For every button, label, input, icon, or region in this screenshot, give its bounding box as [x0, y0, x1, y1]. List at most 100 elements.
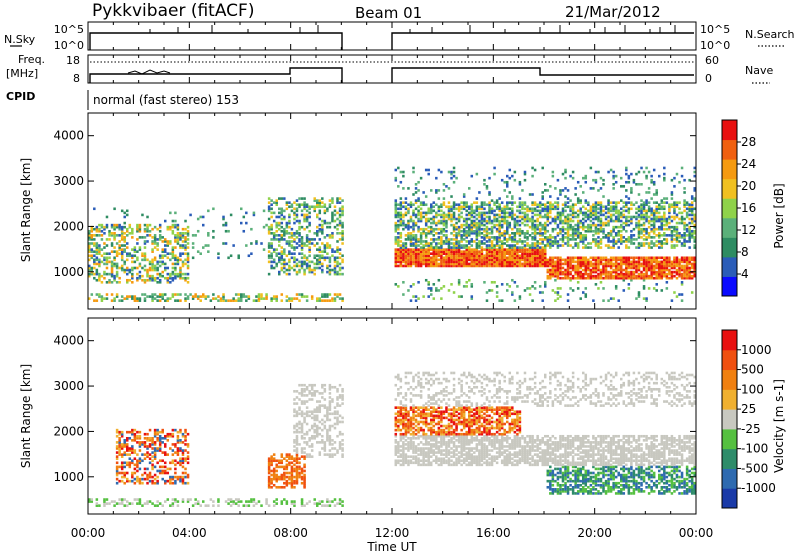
- heatmap-cell: [498, 250, 501, 253]
- heatmap-cell: [609, 207, 613, 211]
- heatmap-cell: [645, 209, 648, 213]
- heatmap-cell: [462, 234, 466, 237]
- heatmap-cell: [625, 203, 628, 207]
- heatmap-cell: [143, 467, 147, 471]
- heatmap-cell: [531, 238, 534, 241]
- heatmap-cell: [138, 246, 142, 249]
- heatmap-cell: [652, 211, 656, 215]
- heatmap-cell: [508, 285, 512, 288]
- heatmap-cell: [627, 266, 631, 270]
- heatmap-cell: [131, 428, 134, 432]
- heatmap-cell: [118, 502, 121, 505]
- heatmap-cell: [592, 211, 595, 215]
- heatmap-cell: [278, 272, 281, 276]
- heatmap-cell: [440, 262, 443, 266]
- heatmap-cell: [397, 219, 400, 223]
- heatmap-cell: [483, 227, 486, 231]
- heatmap-cell: [584, 264, 588, 268]
- heatmap-cell: [660, 199, 664, 202]
- heatmap-cell: [538, 209, 542, 213]
- heatmap-cell: [480, 219, 484, 223]
- heatmap-cell: [693, 256, 696, 260]
- heatmap-cell: [158, 434, 162, 438]
- heatmap-cell: [138, 229, 142, 233]
- heatmap-cell: [290, 205, 294, 209]
- heatmap-cell: [511, 254, 514, 258]
- heatmap-cell: [462, 201, 466, 204]
- heatmap-cell: [452, 250, 456, 253]
- heatmap-cell: [478, 231, 481, 235]
- heatmap-cell: [566, 276, 570, 280]
- y-tick-label: 1000: [53, 265, 84, 279]
- heatmap-cell: [113, 227, 116, 231]
- heatmap-cell: [151, 465, 154, 469]
- heatmap-cell: [138, 479, 142, 483]
- heatmap-cell: [658, 264, 661, 268]
- heatmap-cell: [592, 268, 595, 272]
- heatmap-cell: [688, 234, 691, 237]
- heatmap-cell: [143, 258, 147, 262]
- heatmap-cell: [267, 250, 271, 253]
- heatmap-cell: [614, 268, 618, 272]
- heatmap-cell: [131, 449, 134, 452]
- heatmap-cell: [184, 240, 187, 243]
- heatmap-cell: [293, 260, 296, 264]
- heatmap-cell: [571, 289, 575, 292]
- heatmap-cell: [488, 231, 491, 235]
- heatmap-cell: [283, 209, 286, 213]
- heatmap-cell: [488, 211, 491, 215]
- heatmap-cell: [518, 295, 522, 298]
- heatmap-cell: [293, 201, 296, 204]
- heatmap-cell: [186, 264, 190, 268]
- heatmap-cell: [280, 268, 284, 272]
- heatmap-cell: [219, 297, 223, 300]
- heatmap-cell: [298, 227, 301, 231]
- heatmap-cell: [288, 221, 291, 225]
- heatmap-cell: [308, 246, 311, 249]
- heatmap-cell: [156, 238, 159, 241]
- heatmap-cell: [267, 254, 271, 258]
- heatmap-cell: [660, 260, 664, 264]
- heatmap-cell: [321, 223, 324, 227]
- heatmap-cell: [326, 209, 329, 213]
- heatmap-cell: [318, 211, 322, 215]
- heatmap-cell: [417, 197, 420, 200]
- heatmap-cell: [151, 447, 154, 450]
- heatmap-cell: [602, 223, 605, 227]
- heatmap-cell: [164, 465, 167, 469]
- heatmap-cell: [128, 295, 132, 298]
- heatmap-cell: [468, 264, 471, 268]
- heatmap-cell: [260, 295, 263, 298]
- heatmap-cell: [538, 205, 542, 209]
- heatmap-cell: [288, 299, 291, 302]
- heatmap-cell: [556, 291, 560, 294]
- heatmap-cell: [303, 268, 306, 272]
- heatmap-cell: [338, 213, 342, 217]
- heatmap-cell: [427, 264, 430, 268]
- heatmap-cell: [498, 223, 501, 227]
- heatmap-cell: [683, 242, 686, 245]
- heatmap-cell: [551, 266, 555, 270]
- heatmap-cell: [587, 213, 590, 217]
- heatmap-cell: [341, 199, 344, 202]
- heatmap-cell: [571, 231, 575, 235]
- heatmap-cell: [587, 274, 590, 278]
- heatmap-cell: [493, 203, 496, 207]
- heatmap-cell: [546, 274, 550, 278]
- heatmap-cell: [267, 459, 271, 463]
- heatmap-cell: [293, 217, 296, 221]
- heatmap-cell: [571, 266, 575, 270]
- heatmap-cell: [95, 225, 99, 229]
- heatmap-cell: [538, 291, 542, 294]
- heatmap-cell: [171, 276, 175, 280]
- heatmap-cell: [650, 262, 653, 266]
- heatmap-cell: [478, 252, 481, 256]
- heatmap-cell: [566, 217, 570, 221]
- heatmap-cell: [115, 441, 119, 444]
- heatmap-cell: [105, 256, 109, 260]
- heatmap-cell: [427, 242, 430, 245]
- heatmap-cell: [561, 189, 565, 192]
- heatmap-cell: [126, 297, 129, 300]
- heatmap-cell: [156, 481, 159, 485]
- heatmap-cell: [310, 270, 314, 274]
